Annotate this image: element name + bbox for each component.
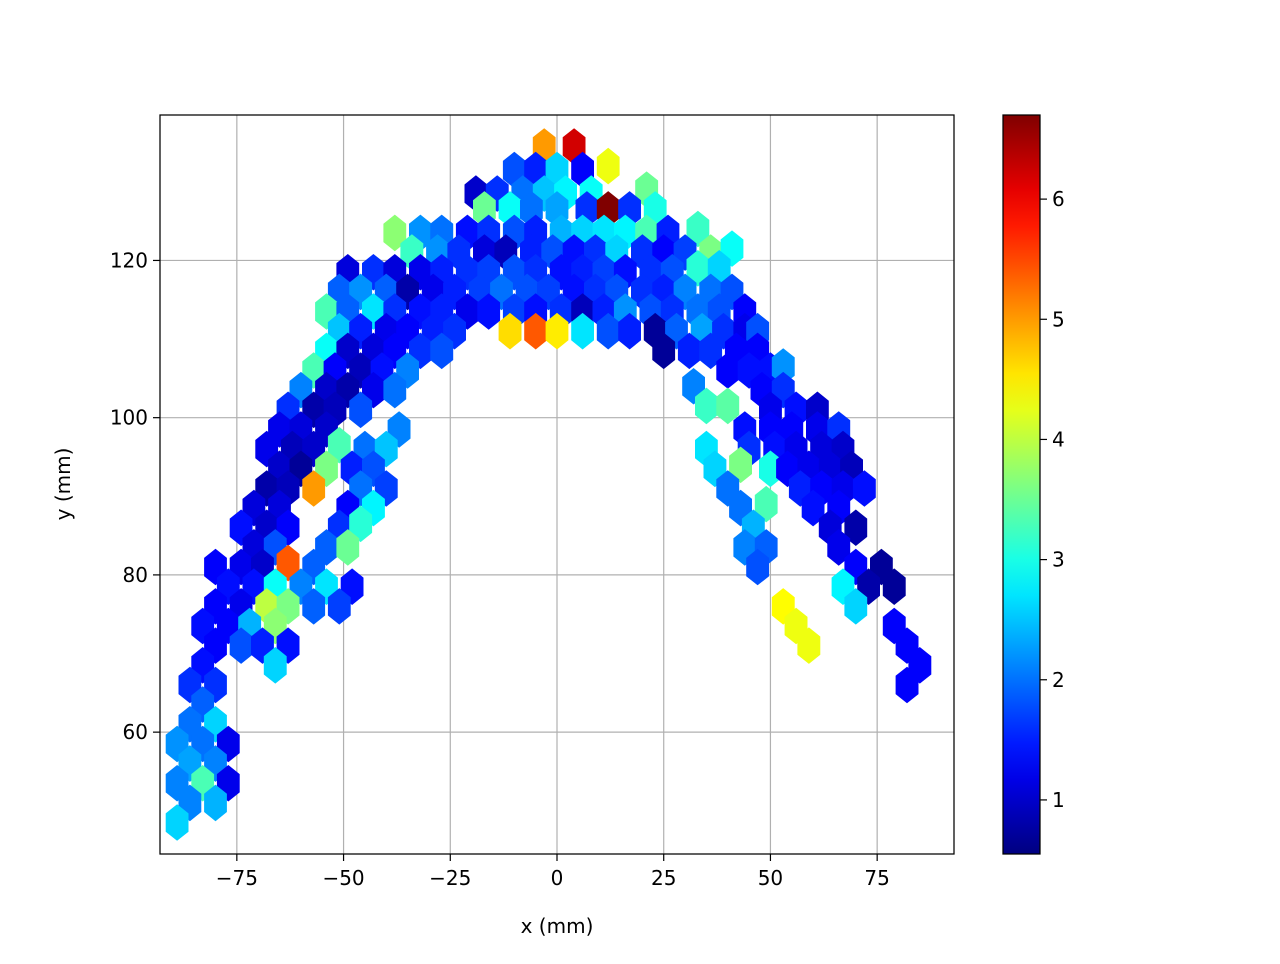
hexbin-cell (165, 804, 189, 841)
y-tick-label: 100 (110, 406, 148, 430)
hexbin-cell (827, 529, 851, 566)
colorbar-tick-label: 5 (1052, 307, 1065, 331)
hexbin-cell (596, 147, 620, 185)
hexbin-cell (349, 391, 373, 429)
hexbin-cell (524, 312, 548, 350)
x-tick-label: 0 (551, 866, 564, 890)
hexbin-cell (498, 312, 522, 350)
x-tick-label: −25 (429, 866, 471, 890)
hexbin-cell (327, 426, 351, 464)
hexbin-cell (882, 568, 906, 605)
colorbar-gradient (1002, 114, 1041, 855)
hexbin-cell (327, 588, 351, 625)
colorbar-tick-label: 1 (1052, 788, 1065, 812)
hexbin-cell (852, 470, 876, 507)
hexbin-cell (652, 332, 676, 370)
y-tick-label: 60 (123, 720, 148, 744)
hexbin-cell (677, 332, 701, 370)
x-tick-label: 75 (864, 866, 889, 890)
hexbin-cell (349, 505, 373, 543)
hexbin-cell (263, 647, 287, 684)
hexbin-cell (844, 588, 868, 625)
hexbin-cell (571, 312, 594, 350)
hexbin-cell (204, 784, 227, 822)
hexbin-cell (716, 387, 740, 425)
hexbin-cell (686, 250, 710, 287)
hexbin-cell (771, 348, 795, 385)
colorbar-tick-label: 4 (1052, 427, 1065, 451)
y-tick-label: 80 (123, 563, 148, 587)
hexbin-cell (383, 214, 407, 252)
x-tick-label: 25 (651, 866, 676, 890)
hexbin-cell (801, 489, 825, 527)
hexbin-cell (276, 544, 300, 582)
colorbar-tick-label: 3 (1052, 548, 1065, 572)
hexbin-cell (746, 548, 770, 586)
colorbar-tick-label: 2 (1052, 668, 1065, 692)
hexbin-cell (302, 588, 326, 625)
hexbin-cell (695, 387, 718, 425)
hexbin-cells (165, 128, 932, 841)
x-tick-label: −75 (216, 866, 258, 890)
hexbin-cell (699, 332, 723, 370)
x-tick-label: −50 (322, 866, 364, 890)
hexbin-cell (545, 312, 569, 350)
colorbar-ticks: 1 2 3 4 5 6 (1040, 187, 1065, 812)
colorbar-tick-label: 6 (1052, 187, 1065, 211)
hexbin-cell (383, 371, 407, 409)
x-tick-label: 50 (758, 866, 783, 890)
hexbin-cell (618, 312, 641, 350)
hexbin-cell (754, 485, 778, 523)
hexbin-cell (302, 470, 326, 507)
y-axis-label: y (mm) (51, 448, 75, 521)
hexbin-cell (729, 446, 752, 484)
y-tick-label: 120 (110, 248, 148, 272)
x-axis-label: x (mm) (521, 914, 594, 938)
hexbin-cell (844, 509, 868, 546)
y-axis-ticks: 60 80 100 120 (110, 248, 160, 744)
hexbin-cell (716, 352, 740, 389)
hexbin-cell (895, 666, 919, 704)
hexbin-cell (336, 529, 360, 566)
x-axis-ticks: −75 −50 −25 0 25 50 75 (216, 854, 890, 890)
hexbin-cell (596, 312, 620, 350)
hexbin-cell (686, 210, 710, 248)
hexbin-cell (797, 627, 821, 664)
hexbin-cell (430, 332, 454, 370)
colorbar: 1 2 3 4 5 6 (1002, 114, 1065, 855)
hexbin-cell (229, 627, 253, 664)
hexbin-cell (477, 293, 501, 330)
